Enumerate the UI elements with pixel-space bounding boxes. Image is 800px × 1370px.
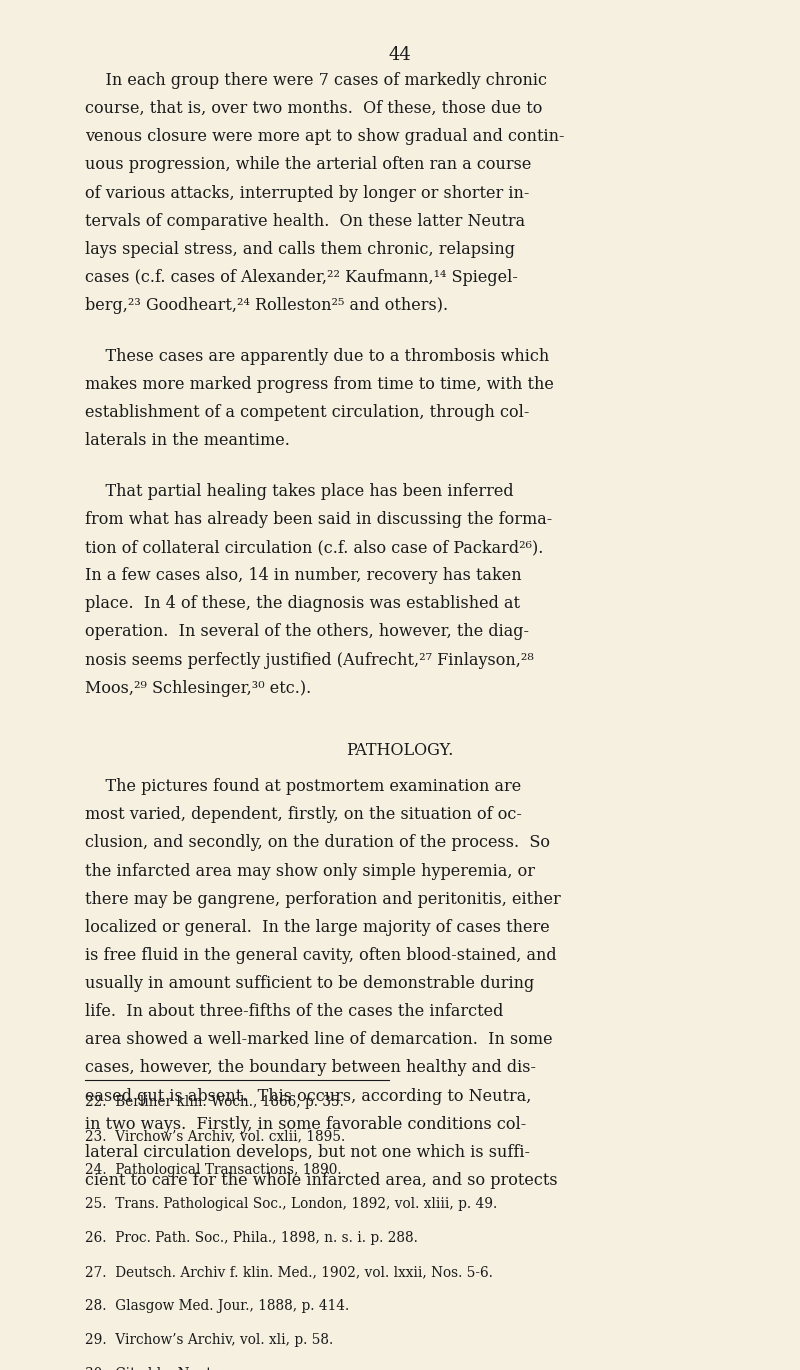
Text: In a few cases also, 14 in number, recovery has taken: In a few cases also, 14 in number, recov…	[85, 567, 522, 584]
Text: 44: 44	[389, 45, 411, 64]
Text: 30.  Cited by Neutra.: 30. Cited by Neutra.	[85, 1367, 230, 1370]
Text: lateral circulation develops, but not one which is suffi-: lateral circulation develops, but not on…	[85, 1144, 530, 1160]
Text: In each group there were 7 cases of markedly chronic: In each group there were 7 cases of mark…	[85, 73, 547, 89]
Text: from what has already been said in discussing the forma-: from what has already been said in discu…	[85, 511, 552, 527]
Text: clusion, and secondly, on the duration of the process.  So: clusion, and secondly, on the duration o…	[85, 834, 550, 851]
Text: venous closure were more apt to show gradual and contin-: venous closure were more apt to show gra…	[85, 129, 565, 145]
Text: in two ways.  Firstly, in some favorable conditions col-: in two ways. Firstly, in some favorable …	[85, 1115, 526, 1133]
Text: uous progression, while the arterial often ran a course: uous progression, while the arterial oft…	[85, 156, 531, 174]
Text: 25.  Trans. Pathological Soc., London, 1892, vol. xliii, p. 49.: 25. Trans. Pathological Soc., London, 18…	[85, 1197, 498, 1211]
Text: That partial healing takes place has been inferred: That partial healing takes place has bee…	[85, 482, 514, 500]
Text: 23.  Virchow’s Archiv, vol. cxlii, 1895.: 23. Virchow’s Archiv, vol. cxlii, 1895.	[85, 1129, 346, 1143]
Text: tervals of comparative health.  On these latter Neutra: tervals of comparative health. On these …	[85, 212, 525, 230]
Text: 29.  Virchow’s Archiv, vol. xli, p. 58.: 29. Virchow’s Archiv, vol. xli, p. 58.	[85, 1333, 334, 1347]
Text: 22.  Berliner klin. Woch., 1866, p. 35.: 22. Berliner klin. Woch., 1866, p. 35.	[85, 1095, 344, 1110]
Text: lays special stress, and calls them chronic, relapsing: lays special stress, and calls them chro…	[85, 241, 515, 258]
Text: course, that is, over two months.  Of these, those due to: course, that is, over two months. Of the…	[85, 100, 542, 116]
Text: eased gut is absent.  This occurs, according to Neutra,: eased gut is absent. This occurs, accord…	[85, 1088, 531, 1104]
Text: operation.  In several of the others, however, the diag-: operation. In several of the others, how…	[85, 623, 529, 640]
Text: 28.  Glasgow Med. Jour., 1888, p. 414.: 28. Glasgow Med. Jour., 1888, p. 414.	[85, 1299, 350, 1314]
Text: there may be gangrene, perforation and peritonitis, either: there may be gangrene, perforation and p…	[85, 890, 561, 908]
Text: These cases are apparently due to a thrombosis which: These cases are apparently due to a thro…	[85, 348, 550, 364]
Text: cases (c.f. cases of Alexander,²² Kaufmann,¹⁴ Spiegel-: cases (c.f. cases of Alexander,²² Kaufma…	[85, 269, 518, 286]
Text: cient to care for the whole infarcted area, and so protects: cient to care for the whole infarcted ar…	[85, 1171, 558, 1189]
Text: place.  In 4 of these, the diagnosis was established at: place. In 4 of these, the diagnosis was …	[85, 595, 520, 612]
Text: The pictures found at postmortem examination are: The pictures found at postmortem examina…	[85, 778, 522, 795]
Text: PATHOLOGY.: PATHOLOGY.	[346, 741, 454, 759]
Text: laterals in the meantime.: laterals in the meantime.	[85, 432, 290, 449]
Text: of various attacks, interrupted by longer or shorter in-: of various attacks, interrupted by longe…	[85, 185, 530, 201]
Text: area showed a well-marked line of demarcation.  In some: area showed a well-marked line of demarc…	[85, 1032, 553, 1048]
Text: establishment of a competent circulation, through col-: establishment of a competent circulation…	[85, 404, 530, 421]
Text: the infarcted area may show only simple hyperemia, or: the infarcted area may show only simple …	[85, 863, 535, 880]
Text: is free fluid in the general cavity, often blood-stained, and: is free fluid in the general cavity, oft…	[85, 947, 557, 964]
Text: usually in amount sufficient to be demonstrable during: usually in amount sufficient to be demon…	[85, 975, 534, 992]
Text: most varied, dependent, firstly, on the situation of oc-: most varied, dependent, firstly, on the …	[85, 807, 522, 823]
Text: Moos,²⁹ Schlesinger,³⁰ etc.).: Moos,²⁹ Schlesinger,³⁰ etc.).	[85, 680, 311, 697]
Text: 24.  Pathological Transactions, 1890.: 24. Pathological Transactions, 1890.	[85, 1163, 342, 1177]
Text: cases, however, the boundary between healthy and dis-: cases, however, the boundary between hea…	[85, 1059, 536, 1077]
Text: berg,²³ Goodheart,²⁴ Rolleston²⁵ and others).: berg,²³ Goodheart,²⁴ Rolleston²⁵ and oth…	[85, 297, 448, 314]
Text: makes more marked progress from time to time, with the: makes more marked progress from time to …	[85, 375, 554, 393]
Text: nosis seems perfectly justified (Aufrecht,²⁷ Finlayson,²⁸: nosis seems perfectly justified (Aufrech…	[85, 652, 534, 669]
Text: tion of collateral circulation (c.f. also case of Packard²⁶).: tion of collateral circulation (c.f. als…	[85, 538, 543, 556]
Text: life.  In about three-fifths of the cases the infarcted: life. In about three-fifths of the cases…	[85, 1003, 503, 1021]
Text: 27.  Deutsch. Archiv f. klin. Med., 1902, vol. lxxii, Nos. 5-6.: 27. Deutsch. Archiv f. klin. Med., 1902,…	[85, 1266, 493, 1280]
Text: localized or general.  In the large majority of cases there: localized or general. In the large major…	[85, 919, 550, 936]
Text: 26.  Proc. Path. Soc., Phila., 1898, n. s. i. p. 288.: 26. Proc. Path. Soc., Phila., 1898, n. s…	[85, 1232, 418, 1245]
